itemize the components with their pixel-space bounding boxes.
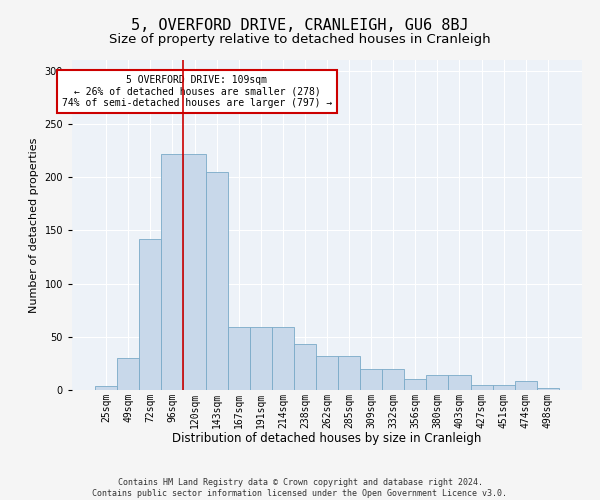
Bar bbox=[537, 388, 559, 390]
Bar bbox=[250, 327, 272, 390]
Bar bbox=[470, 384, 493, 390]
Bar bbox=[515, 382, 537, 390]
Y-axis label: Number of detached properties: Number of detached properties bbox=[29, 138, 39, 312]
Bar bbox=[206, 172, 227, 390]
Bar bbox=[294, 344, 316, 390]
Bar bbox=[404, 380, 427, 390]
Bar bbox=[161, 154, 184, 390]
Bar bbox=[360, 368, 382, 390]
Bar bbox=[338, 356, 360, 390]
Bar bbox=[184, 154, 206, 390]
Bar bbox=[117, 358, 139, 390]
Bar bbox=[139, 239, 161, 390]
Text: Size of property relative to detached houses in Cranleigh: Size of property relative to detached ho… bbox=[109, 32, 491, 46]
Bar bbox=[493, 384, 515, 390]
Bar bbox=[448, 375, 470, 390]
Bar bbox=[227, 327, 250, 390]
Bar bbox=[427, 375, 448, 390]
Text: 5, OVERFORD DRIVE, CRANLEIGH, GU6 8BJ: 5, OVERFORD DRIVE, CRANLEIGH, GU6 8BJ bbox=[131, 18, 469, 32]
Bar bbox=[316, 356, 338, 390]
Text: Contains HM Land Registry data © Crown copyright and database right 2024.
Contai: Contains HM Land Registry data © Crown c… bbox=[92, 478, 508, 498]
X-axis label: Distribution of detached houses by size in Cranleigh: Distribution of detached houses by size … bbox=[172, 432, 482, 445]
Bar bbox=[95, 386, 117, 390]
Bar bbox=[382, 368, 404, 390]
Bar bbox=[272, 327, 294, 390]
Text: 5 OVERFORD DRIVE: 109sqm
← 26% of detached houses are smaller (278)
74% of semi-: 5 OVERFORD DRIVE: 109sqm ← 26% of detach… bbox=[62, 75, 332, 108]
